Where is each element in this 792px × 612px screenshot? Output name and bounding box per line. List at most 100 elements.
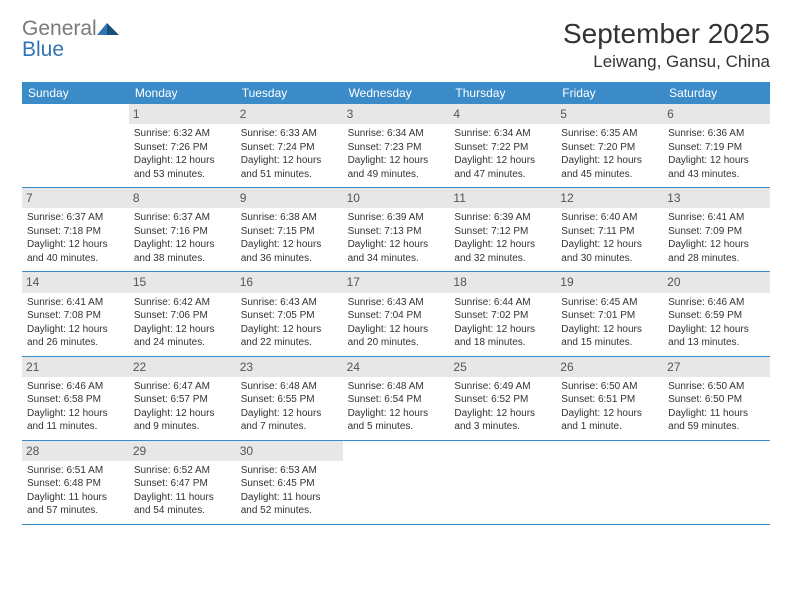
day-number: 21 <box>22 357 129 377</box>
day-number: 7 <box>22 188 129 208</box>
logo: GeneralBlue <box>22 18 119 60</box>
sunrise-label: Sunrise: 6:46 AM <box>27 380 124 394</box>
sunrise-label: Sunrise: 6:48 AM <box>348 380 445 394</box>
daylight-label: Daylight: 12 hours and 26 minutes. <box>27 323 124 350</box>
day-cell: 8Sunrise: 6:37 AMSunset: 7:16 PMDaylight… <box>129 188 236 271</box>
sunrise-label: Sunrise: 6:34 AM <box>348 127 445 141</box>
daylight-label: Daylight: 12 hours and 53 minutes. <box>134 154 231 181</box>
sunset-label: Sunset: 7:16 PM <box>134 225 231 239</box>
day-cell: 13Sunrise: 6:41 AMSunset: 7:09 PMDayligh… <box>663 188 770 271</box>
day-number: 25 <box>449 357 556 377</box>
logo-text: GeneralBlue <box>22 18 119 60</box>
day-cell: 21Sunrise: 6:46 AMSunset: 6:58 PMDayligh… <box>22 357 129 440</box>
sunrise-label: Sunrise: 6:49 AM <box>454 380 551 394</box>
day-cell <box>449 441 556 524</box>
sunset-label: Sunset: 7:19 PM <box>668 141 765 155</box>
day-number: 11 <box>449 188 556 208</box>
sunset-label: Sunset: 6:59 PM <box>668 309 765 323</box>
day-number: 24 <box>343 357 450 377</box>
sunrise-label: Sunrise: 6:43 AM <box>348 296 445 310</box>
day-number: 27 <box>663 357 770 377</box>
sunrise-label: Sunrise: 6:38 AM <box>241 211 338 225</box>
daylight-label: Daylight: 12 hours and 36 minutes. <box>241 238 338 265</box>
title-block: September 2025 Leiwang, Gansu, China <box>563 18 770 72</box>
page-title: September 2025 <box>563 18 770 50</box>
day-cell: 24Sunrise: 6:48 AMSunset: 6:54 PMDayligh… <box>343 357 450 440</box>
calendar: SundayMondayTuesdayWednesdayThursdayFrid… <box>22 82 770 525</box>
sunrise-label: Sunrise: 6:37 AM <box>134 211 231 225</box>
dow-cell: Saturday <box>663 82 770 104</box>
week-row: 14Sunrise: 6:41 AMSunset: 7:08 PMDayligh… <box>22 272 770 356</box>
day-cell: 19Sunrise: 6:45 AMSunset: 7:01 PMDayligh… <box>556 272 663 355</box>
sunset-label: Sunset: 6:58 PM <box>27 393 124 407</box>
day-number: 8 <box>129 188 236 208</box>
dow-cell: Thursday <box>449 82 556 104</box>
day-cell: 12Sunrise: 6:40 AMSunset: 7:11 PMDayligh… <box>556 188 663 271</box>
sunrise-label: Sunrise: 6:50 AM <box>561 380 658 394</box>
day-number: 16 <box>236 272 343 292</box>
sunset-label: Sunset: 7:01 PM <box>561 309 658 323</box>
sunrise-label: Sunrise: 6:41 AM <box>27 296 124 310</box>
sunrise-label: Sunrise: 6:32 AM <box>134 127 231 141</box>
week-row: 7Sunrise: 6:37 AMSunset: 7:18 PMDaylight… <box>22 188 770 272</box>
sunrise-label: Sunrise: 6:37 AM <box>27 211 124 225</box>
sunset-label: Sunset: 7:23 PM <box>348 141 445 155</box>
sunset-label: Sunset: 7:24 PM <box>241 141 338 155</box>
day-of-week-header: SundayMondayTuesdayWednesdayThursdayFrid… <box>22 82 770 104</box>
sunrise-label: Sunrise: 6:40 AM <box>561 211 658 225</box>
sunrise-label: Sunrise: 6:34 AM <box>454 127 551 141</box>
sunset-label: Sunset: 6:57 PM <box>134 393 231 407</box>
sunrise-label: Sunrise: 6:36 AM <box>668 127 765 141</box>
daylight-label: Daylight: 12 hours and 43 minutes. <box>668 154 765 181</box>
logo-word2: Blue <box>22 38 64 61</box>
sunrise-label: Sunrise: 6:33 AM <box>241 127 338 141</box>
sunrise-label: Sunrise: 6:53 AM <box>241 464 338 478</box>
daylight-label: Daylight: 12 hours and 47 minutes. <box>454 154 551 181</box>
day-number: 17 <box>343 272 450 292</box>
daylight-label: Daylight: 12 hours and 13 minutes. <box>668 323 765 350</box>
dow-cell: Monday <box>129 82 236 104</box>
sunset-label: Sunset: 7:11 PM <box>561 225 658 239</box>
day-cell: 3Sunrise: 6:34 AMSunset: 7:23 PMDaylight… <box>343 104 450 187</box>
sunset-label: Sunset: 7:12 PM <box>454 225 551 239</box>
day-cell: 27Sunrise: 6:50 AMSunset: 6:50 PMDayligh… <box>663 357 770 440</box>
daylight-label: Daylight: 12 hours and 24 minutes. <box>134 323 231 350</box>
sunset-label: Sunset: 7:09 PM <box>668 225 765 239</box>
day-cell: 15Sunrise: 6:42 AMSunset: 7:06 PMDayligh… <box>129 272 236 355</box>
sunrise-label: Sunrise: 6:52 AM <box>134 464 231 478</box>
daylight-label: Daylight: 11 hours and 54 minutes. <box>134 491 231 518</box>
week-row: 28Sunrise: 6:51 AMSunset: 6:48 PMDayligh… <box>22 441 770 525</box>
day-number: 18 <box>449 272 556 292</box>
location-label: Leiwang, Gansu, China <box>563 52 770 72</box>
logo-word1: General <box>22 17 97 40</box>
daylight-label: Daylight: 12 hours and 3 minutes. <box>454 407 551 434</box>
daylight-label: Daylight: 12 hours and 7 minutes. <box>241 407 338 434</box>
sunset-label: Sunset: 6:55 PM <box>241 393 338 407</box>
daylight-label: Daylight: 12 hours and 18 minutes. <box>454 323 551 350</box>
sunrise-label: Sunrise: 6:51 AM <box>27 464 124 478</box>
day-number: 3 <box>343 104 450 124</box>
day-cell: 23Sunrise: 6:48 AMSunset: 6:55 PMDayligh… <box>236 357 343 440</box>
sunrise-label: Sunrise: 6:41 AM <box>668 211 765 225</box>
day-cell: 4Sunrise: 6:34 AMSunset: 7:22 PMDaylight… <box>449 104 556 187</box>
sunrise-label: Sunrise: 6:35 AM <box>561 127 658 141</box>
daylight-label: Daylight: 11 hours and 59 minutes. <box>668 407 765 434</box>
day-cell: 11Sunrise: 6:39 AMSunset: 7:12 PMDayligh… <box>449 188 556 271</box>
day-number: 5 <box>556 104 663 124</box>
day-cell: 1Sunrise: 6:32 AMSunset: 7:26 PMDaylight… <box>129 104 236 187</box>
day-cell: 20Sunrise: 6:46 AMSunset: 6:59 PMDayligh… <box>663 272 770 355</box>
sunset-label: Sunset: 7:20 PM <box>561 141 658 155</box>
day-number: 10 <box>343 188 450 208</box>
sunset-label: Sunset: 6:51 PM <box>561 393 658 407</box>
day-number: 30 <box>236 441 343 461</box>
day-cell <box>343 441 450 524</box>
dow-cell: Friday <box>556 82 663 104</box>
day-cell: 14Sunrise: 6:41 AMSunset: 7:08 PMDayligh… <box>22 272 129 355</box>
day-cell: 16Sunrise: 6:43 AMSunset: 7:05 PMDayligh… <box>236 272 343 355</box>
sunset-label: Sunset: 6:54 PM <box>348 393 445 407</box>
day-cell: 10Sunrise: 6:39 AMSunset: 7:13 PMDayligh… <box>343 188 450 271</box>
sunrise-label: Sunrise: 6:45 AM <box>561 296 658 310</box>
sunset-label: Sunset: 7:04 PM <box>348 309 445 323</box>
daylight-label: Daylight: 11 hours and 57 minutes. <box>27 491 124 518</box>
sunset-label: Sunset: 7:02 PM <box>454 309 551 323</box>
